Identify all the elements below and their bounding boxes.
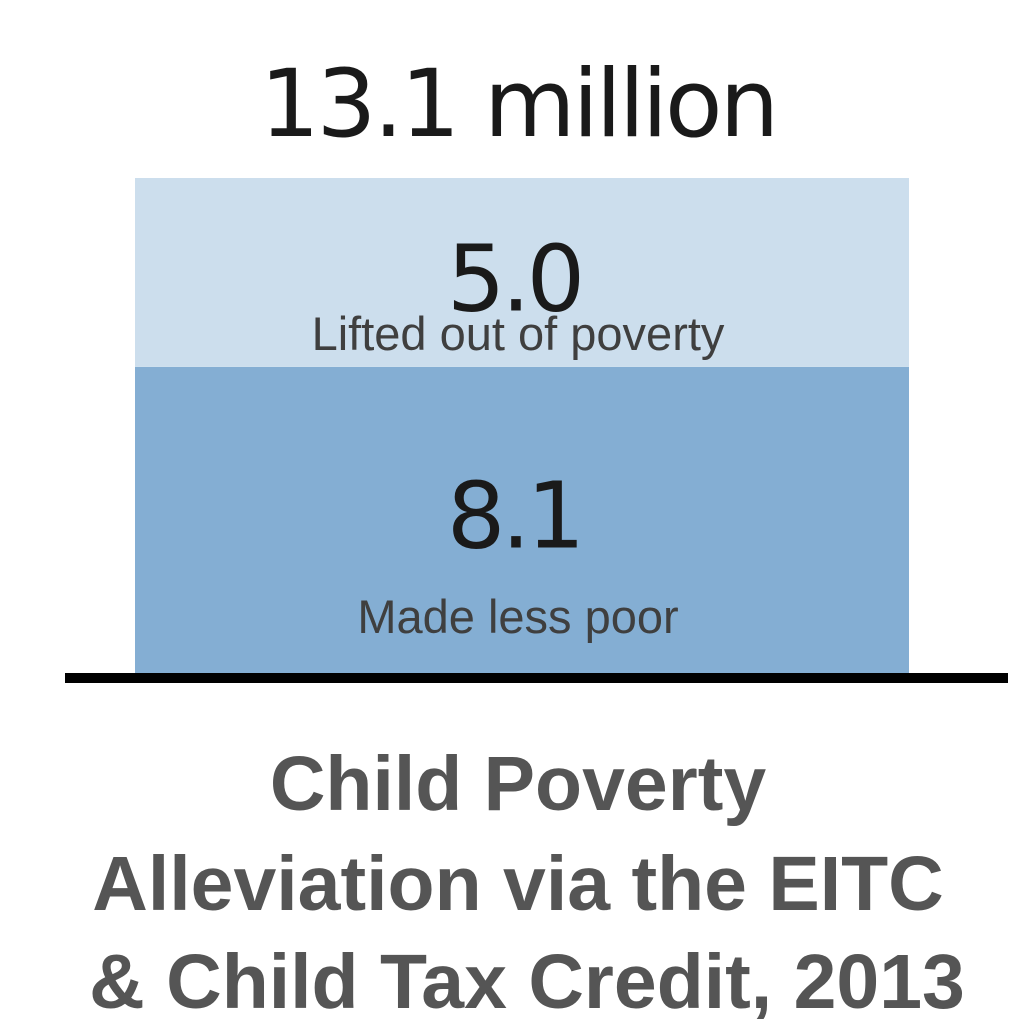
value-label-lifted-out-of-poverty: 5.0 (447, 225, 581, 332)
total-label: 13.1 million (260, 50, 776, 159)
chart-title-line-1: Child Poverty (270, 741, 767, 827)
series-label-lifted-out-of-poverty: Lifted out of poverty (312, 307, 725, 360)
chart-title-line-3: & Child Tax Credit, 2013 (89, 939, 965, 1019)
value-label-made-less-poor: 8.1 (447, 463, 581, 570)
chart-title-line-2: Alleviation via the EITC (92, 841, 943, 927)
bar-segment-lifted-out-of-poverty (135, 178, 909, 367)
series-label-made-less-poor: Made less poor (357, 590, 678, 643)
bar-segment-made-less-poor (135, 366, 909, 673)
